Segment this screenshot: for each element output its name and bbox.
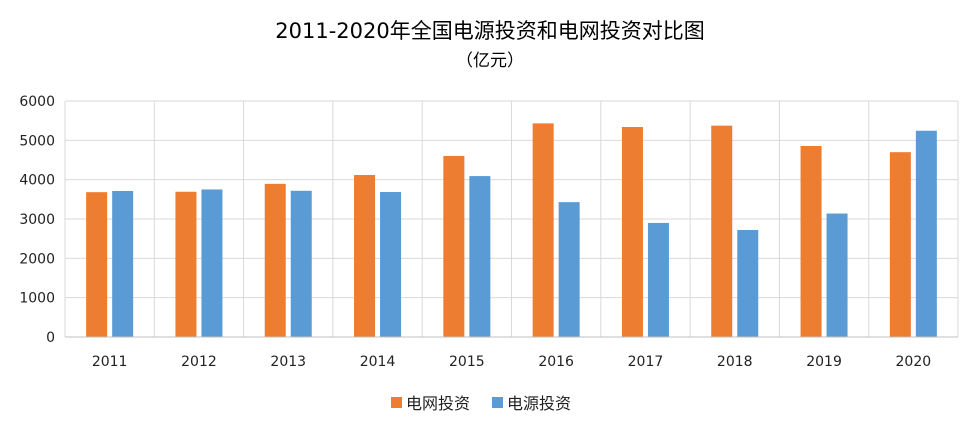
x-tick-label: 2018 [717,354,753,370]
bar-power-investment-2011 [112,190,134,337]
bar-grid-investment-2011 [86,192,108,337]
y-tick-label: 6000 [19,94,55,110]
bar-grid-investment-2015 [443,155,465,337]
bar-power-investment-2014 [380,192,402,337]
x-tick-label: 2020 [896,354,932,370]
bar-grid-investment-2018 [711,125,733,337]
bar-grid-investment-2019 [800,145,822,337]
chart-title: 2011-2020年全国电源投资和电网投资对比图 [275,19,704,43]
legend-label-grid-investment: 电网投资 [406,394,470,413]
bar-power-investment-2012 [201,189,223,337]
legend: 电网投资 电源投资 [391,394,571,413]
legend-swatch-power-investment [492,397,503,408]
y-tick-label: 1000 [19,291,55,307]
bar-power-investment-2015 [469,176,491,337]
x-tick-label: 2016 [538,354,574,370]
bar-grid-investment-2020 [889,152,911,337]
bar-power-investment-2018 [737,229,759,337]
bar-power-investment-2020 [915,130,937,337]
legend-label-power-investment: 电源投资 [507,394,571,413]
y-tick-label: 2000 [19,251,55,267]
legend-swatch-grid-investment [391,397,402,408]
bar-power-investment-2019 [826,213,848,337]
bar-grid-investment-2016 [532,123,554,337]
x-tick-label: 2019 [806,354,842,370]
x-tick-label: 2012 [181,354,217,370]
bar-power-investment-2017 [647,222,669,337]
y-tick-label: 0 [46,330,55,346]
x-tick-label: 2017 [628,354,664,370]
y-tick-label: 5000 [19,133,55,149]
bar-grid-investment-2014 [354,175,376,337]
y-tick-label: 3000 [19,212,55,228]
x-tick-label: 2011 [92,354,128,370]
x-tick-label: 2014 [360,354,396,370]
bar-power-investment-2016 [558,202,580,337]
x-tick-label: 2013 [270,354,306,370]
axis-layer: 0 1000 2000 3000 4000 5000 6000 2011 2012 2013 201… [19,94,958,370]
bar-grid-investment-2012 [175,191,197,337]
x-tick-label: 2015 [449,354,485,370]
grid-lines [64,100,959,338]
y-tick-label: 4000 [19,173,55,189]
bar-grid-investment-2017 [621,126,643,338]
bar-grid-investment-2013 [264,183,286,337]
bar-power-investment-2013 [290,190,312,337]
bars-layer [86,123,937,338]
chart-subtitle: （亿元） [456,51,524,71]
